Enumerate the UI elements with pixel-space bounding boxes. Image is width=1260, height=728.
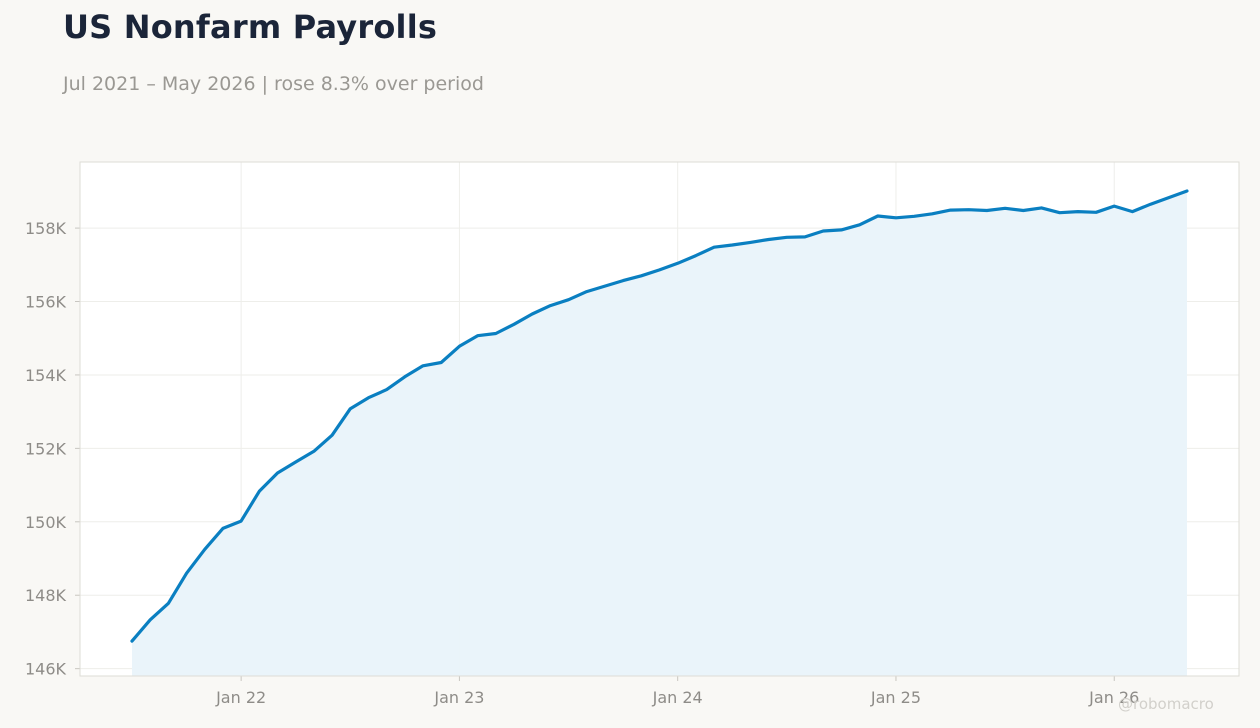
chart-subtitle: Jul 2021 – May 2026 | rose 8.3% over per… [63, 73, 484, 95]
y-tick-label: 154K [25, 366, 67, 385]
y-tick-label: 158K [25, 219, 67, 238]
watermark: @robomacro [1118, 695, 1214, 713]
x-tick-label: Jan 25 [870, 688, 921, 707]
y-tick-label: 150K [25, 513, 67, 532]
series-area-fill [132, 191, 1187, 676]
x-tick-label: Jan 22 [215, 688, 266, 707]
y-tick-label: 156K [25, 293, 67, 312]
series-line [130, 189, 1189, 643]
x-tick-label: Jan 24 [652, 688, 703, 707]
y-axis: 146K 148K 150K 152K 154K 156K 158K [25, 219, 80, 679]
y-tick-label: 152K [25, 439, 67, 458]
x-tick-label: Jan 23 [433, 688, 484, 707]
x-axis: Jan 22 Jan 23 Jan 24 Jan 25 Jan 26 [215, 676, 1139, 707]
chart-title: US Nonfarm Payrolls [63, 8, 438, 46]
x-tick-label: Jan 26 [1088, 688, 1139, 707]
plot-frame [79, 161, 1240, 677]
y-tick-label: 148K [25, 586, 67, 605]
y-tick-label: 146K [25, 660, 67, 679]
